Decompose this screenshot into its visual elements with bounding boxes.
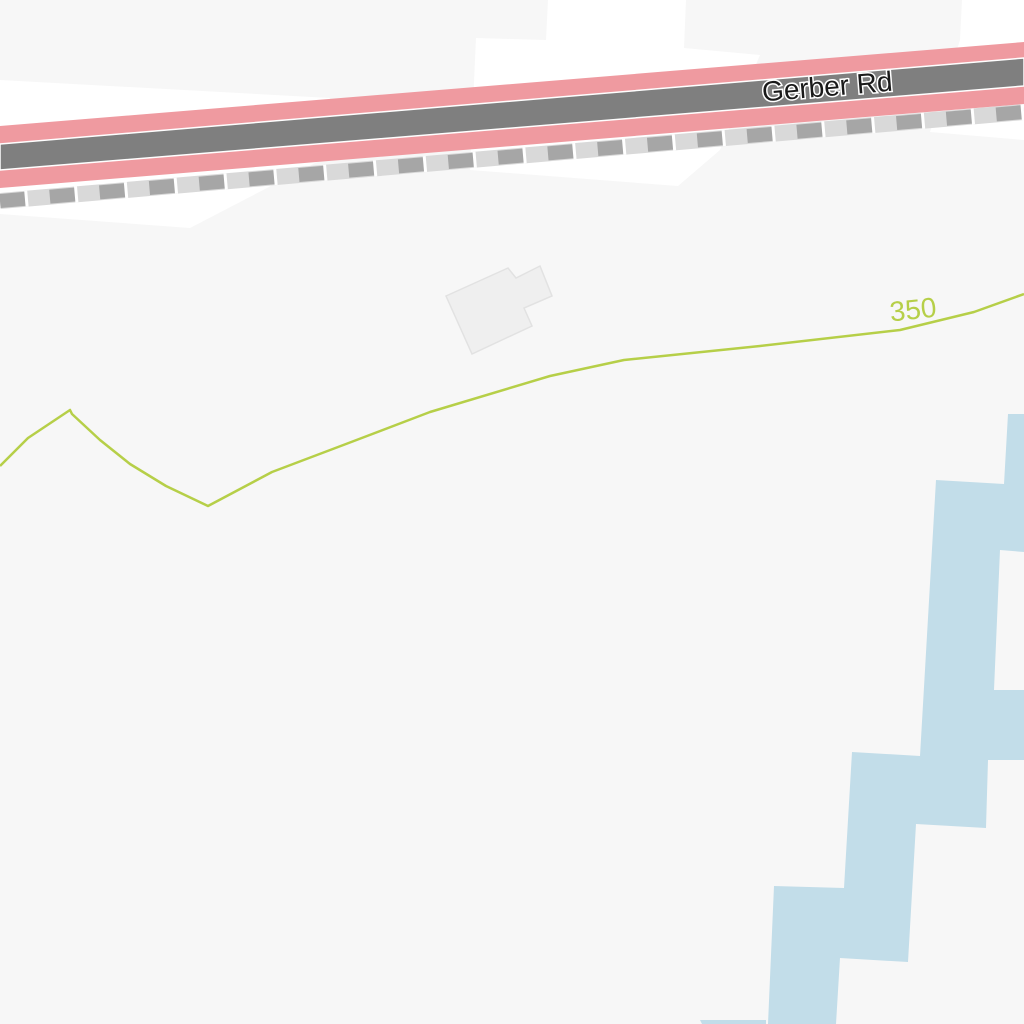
- water-body: [700, 414, 1024, 1024]
- railway-line: [0, 104, 1024, 209]
- contour-line-350: [0, 292, 1024, 508]
- contour-elevation-label: 350: [888, 292, 938, 328]
- building-footprint[interactable]: [445, 264, 553, 356]
- road-centerline: [0, 57, 1024, 171]
- road-gerber-rd[interactable]: [0, 42, 1024, 188]
